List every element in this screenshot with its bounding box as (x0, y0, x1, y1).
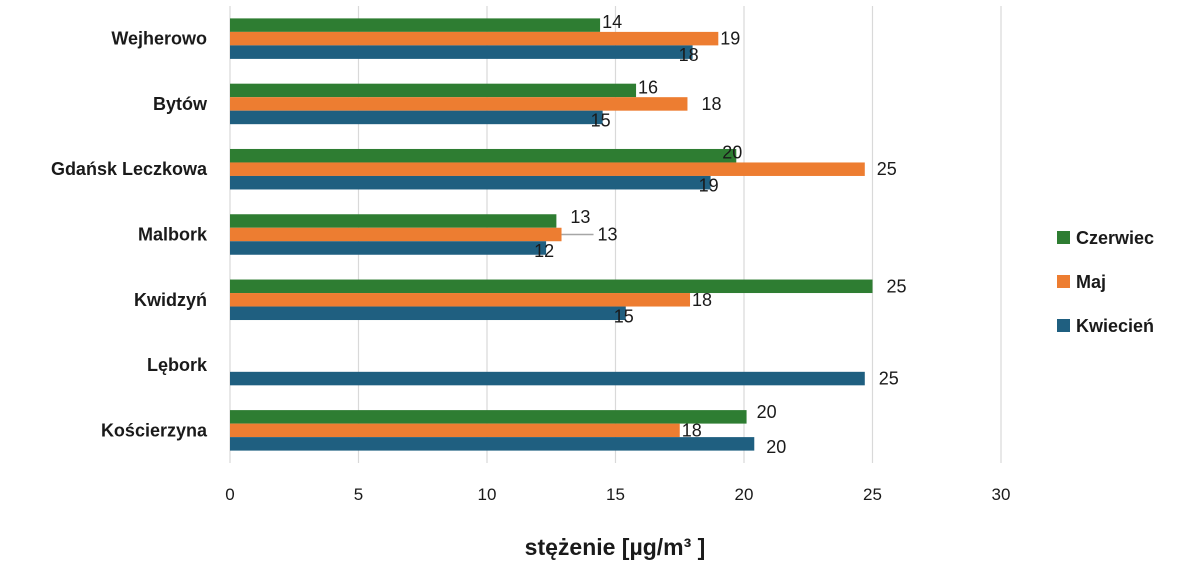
data-label: 18 (701, 94, 721, 114)
legend-label: Czerwiec (1076, 228, 1154, 248)
bar (230, 97, 688, 111)
legend-swatch (1057, 275, 1070, 288)
category-label: Lębork (147, 355, 208, 375)
category-labels: Wejherowo Bytów Gdańsk Leczkowa Malbork Kwid… (51, 29, 208, 441)
bar (230, 306, 626, 321)
bar (230, 45, 693, 59)
data-label: 13 (598, 225, 618, 245)
x-axis-title: stężenie [µg/m³ ] (525, 534, 706, 560)
bar (230, 423, 680, 438)
category-label: Kwidzyń (134, 290, 207, 310)
data-label: 19 (699, 176, 719, 196)
data-label: 14 (602, 12, 622, 32)
data-label: 20 (722, 143, 742, 163)
bar (230, 18, 601, 32)
data-label: 20 (757, 402, 777, 422)
bar (230, 293, 691, 307)
x-tick-labels: 0 5 10 15 20 25 30 (225, 485, 1010, 504)
data-label: 19 (720, 29, 740, 49)
bars (230, 18, 873, 451)
x-tick-label: 5 (354, 485, 363, 504)
data-label: 16 (638, 77, 658, 97)
bar (230, 162, 865, 176)
bar (230, 175, 711, 190)
legend-swatch (1057, 231, 1070, 244)
bar (230, 83, 637, 98)
legend-label: Kwiecień (1076, 316, 1154, 336)
data-label: 18 (692, 290, 712, 310)
bar (230, 279, 873, 294)
data-label: 20 (766, 437, 786, 457)
bar (230, 437, 755, 451)
legend: Czerwiec Maj Kwiecień (1057, 228, 1154, 336)
legend-swatch (1057, 319, 1070, 332)
data-label: 15 (591, 110, 611, 130)
bar (230, 410, 747, 424)
bar (230, 148, 737, 163)
category-label: Gdańsk Leczkowa (51, 159, 208, 179)
category-label: Malbork (138, 225, 208, 245)
bar (230, 214, 557, 228)
data-label: 25 (887, 276, 907, 296)
bar (230, 31, 719, 46)
data-label: 13 (570, 207, 590, 227)
data-label: 25 (877, 159, 897, 179)
data-label: 18 (682, 420, 702, 440)
x-tick-label: 20 (735, 485, 754, 504)
x-tick-label: 0 (225, 485, 234, 504)
data-label: 12 (534, 241, 554, 261)
x-tick-label: 30 (992, 485, 1011, 504)
bar (230, 371, 865, 386)
legend-label: Maj (1076, 272, 1106, 292)
x-tick-label: 25 (863, 485, 882, 504)
x-tick-label: 15 (606, 485, 625, 504)
category-label: Bytów (153, 94, 208, 114)
bar (230, 227, 562, 242)
category-label: Wejherowo (111, 29, 207, 49)
data-label: 25 (879, 369, 899, 389)
bar (230, 241, 547, 255)
data-label: 15 (614, 306, 634, 326)
x-tick-label: 10 (478, 485, 497, 504)
data-label: 18 (679, 45, 699, 65)
bar (230, 110, 603, 125)
data-labels: 14 19 18 16 18 15 20 25 19 13 13 12 25 18 15 25 20 18 20 (534, 12, 906, 457)
category-label: Kościerzyna (101, 420, 208, 440)
